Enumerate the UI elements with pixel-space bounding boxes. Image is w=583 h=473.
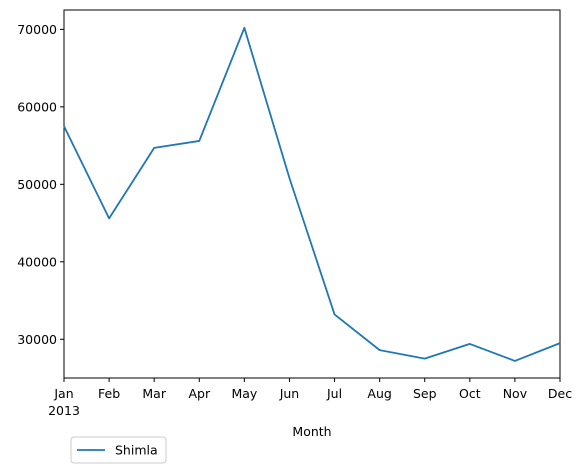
x-axis-title: Month: [292, 424, 331, 439]
x-tick-label: Jul: [326, 386, 342, 401]
x-tick-label: Sep: [413, 386, 437, 401]
x-tick-label: May: [231, 386, 257, 401]
y-tick-label: 70000: [17, 22, 57, 37]
y-tick-label: 50000: [17, 177, 57, 192]
y-axis-ticks: 30000 40000 50000 60000 70000: [17, 22, 64, 347]
x-tick-label: Oct: [459, 386, 481, 401]
x-tick-label: Nov: [503, 386, 528, 401]
y-tick-label: 40000: [17, 254, 57, 269]
x-axis-ticks: Jan Feb Mar Apr May Jun Jul Aug Sep Oct Nov Dec: [53, 378, 572, 401]
x-tick-label: Mar: [142, 386, 166, 401]
y-tick-label: 30000: [17, 332, 57, 347]
legend-label: Shimla: [115, 443, 158, 458]
x-tick-label: Apr: [188, 386, 210, 401]
x-tick-label: Feb: [98, 386, 120, 401]
x-tick-label: Aug: [367, 386, 391, 401]
y-tick-label: 60000: [17, 99, 57, 114]
x-axis-year-label: 2013: [48, 403, 80, 418]
x-tick-label: Jun: [279, 386, 300, 401]
x-tick-label: Jan: [53, 386, 73, 401]
legend: Shimla: [70, 436, 167, 464]
series-line-shimla: [63, 26, 561, 362]
plot-frame: [63, 9, 561, 379]
x-tick-label: Dec: [548, 386, 572, 401]
legend-box: [70, 436, 167, 464]
plot-area: [63, 9, 561, 379]
